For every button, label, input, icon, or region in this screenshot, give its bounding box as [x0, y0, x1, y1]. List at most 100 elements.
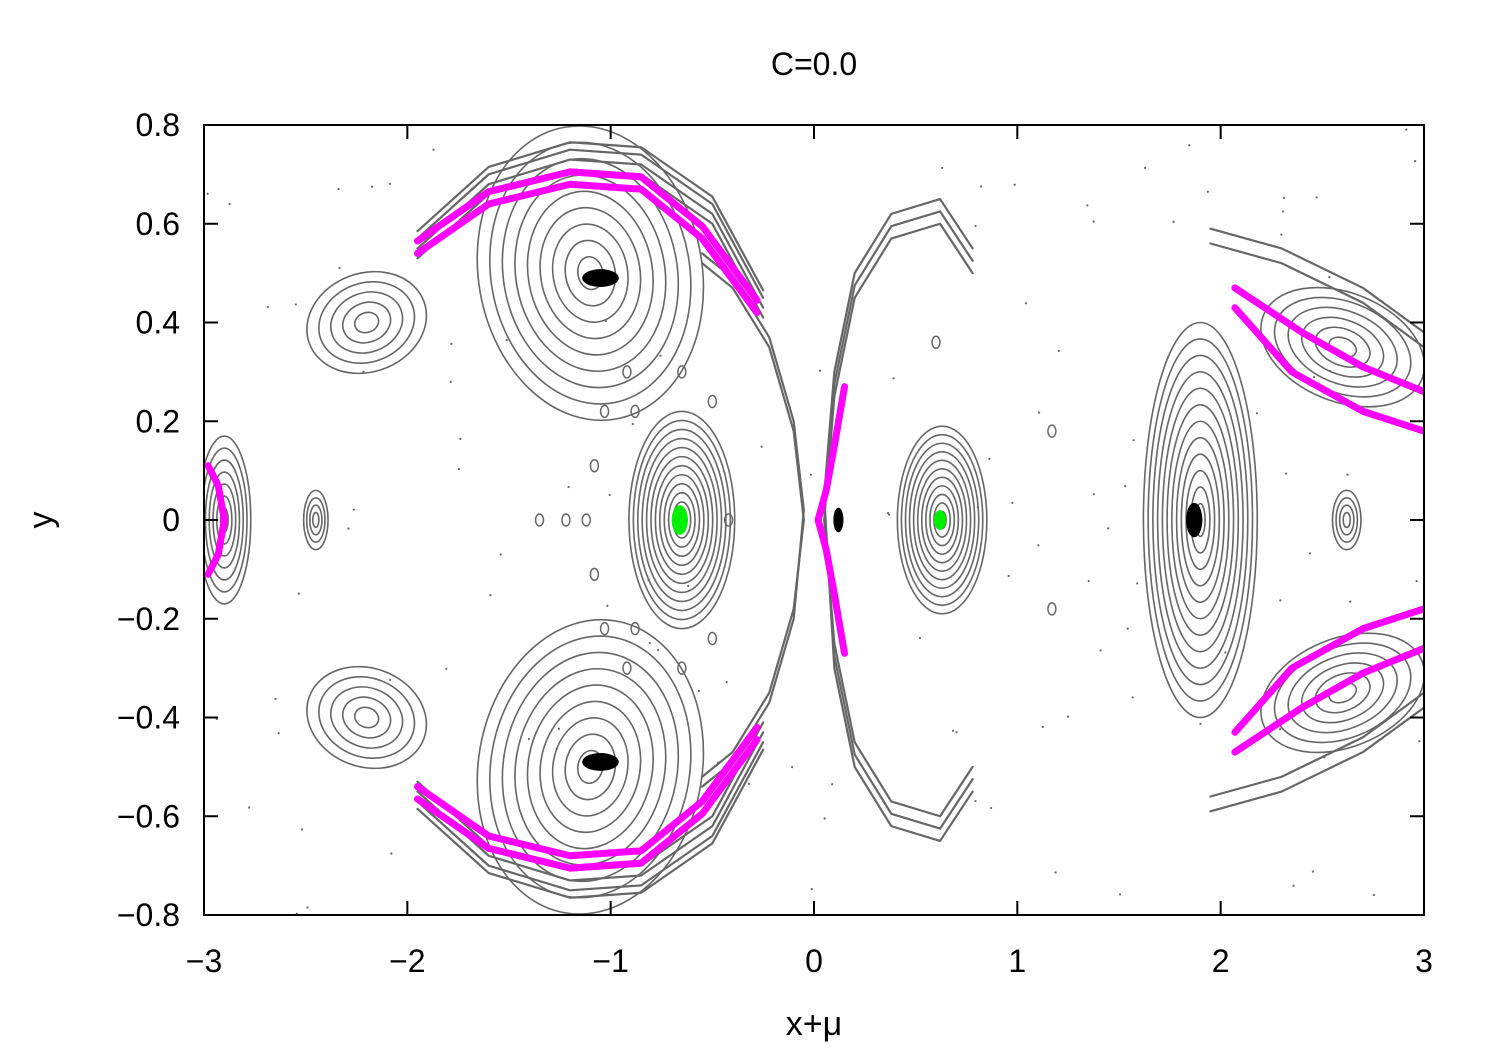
gray-orbit-3-1	[823, 506, 974, 830]
y-tick-label: 0.2	[136, 403, 180, 439]
island-orbit-curve	[539, 206, 642, 340]
y-tick-label: −0.8	[117, 897, 180, 933]
gray-orbit-4-0	[701, 262, 805, 522]
chaotic-point	[362, 370, 365, 373]
island-orbit-curve	[539, 700, 642, 834]
island-6	[302, 489, 329, 551]
chaotic-point	[1124, 485, 1127, 488]
chaotic-point	[274, 697, 277, 701]
island-orbit-curve	[353, 706, 380, 729]
chaotic-point	[1292, 884, 1295, 887]
island-orbit-curve	[1156, 371, 1244, 669]
island-8	[306, 270, 428, 375]
chaotic-point	[499, 553, 502, 556]
chaotic-point	[659, 207, 662, 210]
chaotic-point	[489, 594, 492, 597]
small-island-loop-3	[599, 621, 610, 636]
x-tick-label: 0	[805, 943, 823, 979]
island-orbit-curve	[645, 446, 718, 594]
small-island-loop-5	[589, 567, 600, 582]
island-orbit-curve	[908, 450, 976, 590]
gray-orbit-7-1	[1209, 706, 1424, 813]
island-orbit-curve	[514, 174, 667, 373]
chaotic-point	[1372, 893, 1375, 897]
island-orbit-curve	[302, 489, 329, 551]
island-orbit-curve	[330, 686, 404, 749]
chaotic-point	[306, 906, 309, 909]
x-tick-label: 1	[1008, 943, 1026, 979]
chaotic-point	[1279, 599, 1282, 602]
chaotic-point	[1041, 725, 1044, 729]
chaotic-point	[1414, 160, 1417, 163]
green-orbit-point-5	[933, 510, 947, 530]
chaotic-point	[955, 731, 958, 734]
chaotic-point	[300, 828, 304, 831]
y-tick-label: 0.6	[136, 206, 180, 242]
island-orbit-curve	[1260, 632, 1424, 754]
y-tick-label: −0.6	[117, 798, 180, 834]
chaotic-point	[1086, 204, 1089, 207]
chaotic-point	[1329, 369, 1332, 373]
chaotic-point	[277, 732, 280, 735]
chaotic-point	[1346, 473, 1349, 476]
chaotic-point	[352, 508, 355, 511]
island-orbit-curve	[904, 442, 980, 598]
chaotic-point	[1405, 128, 1408, 131]
gray-orbit-1-3	[416, 748, 765, 899]
chaotic-point	[892, 377, 895, 380]
small-island-loop-12	[707, 631, 718, 646]
island-orbit-curve	[641, 437, 723, 603]
chaotic-point	[918, 636, 922, 640]
island-orbit-curve	[318, 281, 416, 364]
island-orbit-curve	[311, 511, 320, 529]
chaotic-point	[988, 457, 991, 460]
small-island-loop-7	[561, 513, 571, 527]
chaotic-point	[338, 266, 341, 269]
island-orbit-curve	[916, 468, 968, 572]
gray-orbit-1-1	[416, 731, 765, 882]
chaotic-point	[337, 187, 340, 191]
island-orbit-curve	[1338, 504, 1355, 536]
magenta-orbit-9-1	[414, 736, 761, 872]
chaotic-point	[1118, 893, 1122, 896]
chaotic-point	[725, 680, 728, 684]
island-orbit-curve	[1287, 306, 1398, 388]
magenta-orbit-11-0	[204, 462, 228, 578]
green-orbit-point-4	[671, 505, 688, 535]
island-orbit-curve	[341, 301, 392, 344]
x-tick-label: −2	[389, 943, 425, 979]
island-orbit-curve	[318, 676, 416, 759]
black-orbit-point-2	[833, 507, 844, 533]
chaotic-point	[1282, 210, 1285, 213]
gray-orbit-1-2	[416, 741, 765, 892]
chaotic-point	[887, 513, 891, 516]
chaotic-point	[810, 888, 813, 891]
chaotic-point	[1415, 580, 1418, 583]
chaotic-point	[974, 224, 977, 228]
black-orbit-point-1	[582, 753, 619, 771]
chaotic-point	[388, 182, 392, 185]
island-orbit-curve	[514, 667, 667, 866]
island-orbit-curve	[204, 435, 252, 605]
chaotic-point	[647, 578, 650, 582]
chaotic-point	[1188, 144, 1191, 147]
chaotic-point	[1418, 740, 1421, 743]
island-orbit-curve	[1147, 338, 1254, 702]
chaotic-point	[389, 678, 392, 681]
chaotic-point	[527, 737, 530, 741]
island-orbit-curve	[204, 447, 248, 593]
chart-title: C=0.0	[771, 46, 857, 82]
island-orbit-curve	[896, 425, 988, 615]
axis-ticks: −3 −2 −1 0 1 2 3 0.8 0.6 0.4 0.2 0 −0.2 −0.4 −0.6 −0.8	[117, 107, 1433, 979]
island-orbit-curve	[306, 270, 428, 375]
chaotic-point	[979, 185, 983, 188]
chaotic-point	[1107, 527, 1110, 530]
small-island-loop-4	[589, 458, 600, 473]
small-island-loop-2	[599, 404, 610, 419]
chaotic-point	[1131, 696, 1134, 699]
small-island-loop-6	[534, 513, 545, 527]
gray-orbit-0-3	[416, 141, 765, 292]
island-orbit-curve	[476, 125, 705, 422]
x-tick-label: −1	[592, 943, 628, 979]
